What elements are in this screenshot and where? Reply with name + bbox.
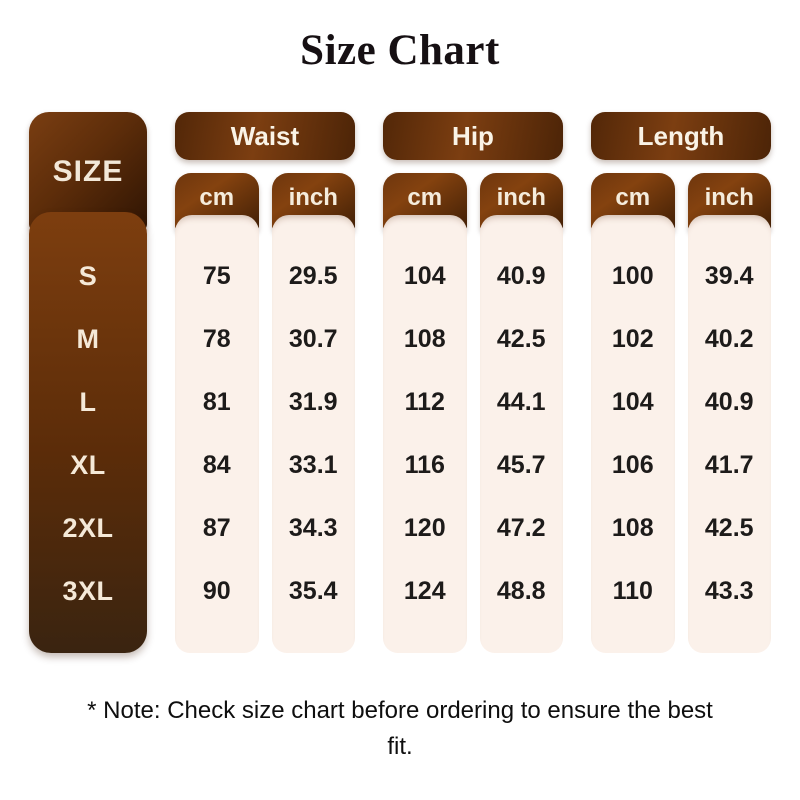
cell-value: 45.7: [496, 451, 546, 479]
column-hip-cm: cm 104 108 112 116 120 124: [383, 173, 467, 653]
data-column-length-cm: 100 102 104 106 108 110: [591, 215, 675, 653]
cell-value: 84: [202, 451, 231, 479]
cell-value: 112: [404, 388, 445, 416]
data-column-length-inch: 39.4 40.2 40.9 41.7 42.5 43.3: [687, 215, 771, 653]
cell-value: 102: [611, 325, 654, 353]
cell-value: 43.3: [704, 577, 754, 605]
cell-value: 40.9: [496, 262, 546, 290]
group-header-hip: Hip: [383, 112, 563, 160]
group-length-columns: cm 100 102 104 106 108 110 inch 39.4 40.2 40.9 4…: [591, 173, 771, 653]
cell-value: 75: [202, 262, 231, 290]
size-label: 3XL: [62, 576, 114, 606]
group-header-length: Length: [591, 112, 771, 160]
cell-value: 110: [612, 577, 653, 605]
cell-value: 116: [404, 451, 445, 479]
cell-value: 41.7: [704, 451, 754, 479]
cell-value: 39.4: [704, 262, 754, 290]
cell-value: 29.5: [288, 262, 338, 290]
column-length-inch: inch 39.4 40.2 40.9 41.7 42.5 43.3: [687, 173, 771, 653]
page-title: Size Chart: [300, 27, 500, 74]
size-label: XL: [70, 450, 106, 480]
cell-value: 40.2: [704, 325, 754, 353]
cell-value: 90: [202, 577, 231, 605]
cell-value: 33.1: [288, 451, 338, 479]
note-text: * Note: Check size chart before ordering…: [87, 697, 713, 760]
group-waist: Waist cm 75 78 81 84 87 90 inch 29.5 30.7 31.9 3…: [175, 112, 355, 653]
size-chart-table: SIZE S M L XL 2XL 3XL Waist cm 75 78 81 84 87 90 i…: [29, 112, 771, 653]
cell-value: 104: [403, 262, 446, 290]
group-hip-columns: cm 104 108 112 116 120 124 inch 40.9 42.5 44.1 4…: [383, 173, 563, 653]
cell-value: 44.1: [496, 388, 546, 416]
cell-value: 31.9: [288, 388, 338, 416]
cell-value: 78: [202, 325, 231, 353]
cell-value: 40.9: [704, 388, 754, 416]
data-column-waist-inch: 29.5 30.7 31.9 33.1 34.3 35.4: [271, 215, 355, 653]
cell-value: 42.5: [496, 325, 546, 353]
cell-value: 120: [403, 514, 446, 542]
cell-value: 47.2: [496, 514, 546, 542]
cell-value: 106: [611, 451, 654, 479]
size-label: M: [76, 324, 100, 354]
cell-value: 34.3: [288, 514, 338, 542]
column-waist-inch: inch 29.5 30.7 31.9 33.1 34.3 35.4: [271, 173, 355, 653]
column-length-cm: cm 100 102 104 106 108 110: [591, 173, 675, 653]
cell-value: 48.8: [496, 577, 546, 605]
data-column-waist-cm: 75 78 81 84 87 90: [175, 215, 259, 653]
cell-value: 108: [403, 325, 446, 353]
data-column-hip-inch: 40.9 42.5 44.1 45.7 47.2 48.8: [479, 215, 563, 653]
cell-value: 108: [611, 514, 654, 542]
cell-value: 81: [202, 388, 231, 416]
cell-value: 87: [202, 514, 231, 542]
column-hip-inch: inch 40.9 42.5 44.1 45.7 47.2 48.8: [479, 173, 563, 653]
size-label: 2XL: [62, 513, 114, 543]
size-label-list: S M L XL 2XL 3XL: [29, 212, 147, 653]
cell-value: 100: [611, 262, 654, 290]
size-label: L: [79, 387, 97, 417]
group-waist-columns: cm 75 78 81 84 87 90 inch 29.5 30.7 31.9 33.1 34.…: [175, 173, 355, 653]
size-label: S: [78, 261, 98, 291]
group-hip: Hip cm 104 108 112 116 120 124 inch 40.9 42.5 4…: [383, 112, 563, 653]
cell-value: 35.4: [288, 577, 338, 605]
group-length: Length cm 100 102 104 106 108 110 inch 39.4 40…: [591, 112, 771, 653]
size-chart-page: Size Chart SIZE S M L XL 2XL 3XL Waist cm 75 7…: [0, 26, 800, 800]
cell-value: 104: [611, 388, 654, 416]
cell-value: 30.7: [288, 325, 338, 353]
column-waist-cm: cm 75 78 81 84 87 90: [175, 173, 259, 653]
cell-value: 124: [403, 577, 446, 605]
data-column-hip-cm: 104 108 112 116 120 124: [383, 215, 467, 653]
size-column: SIZE S M L XL 2XL 3XL: [29, 112, 147, 653]
group-header-waist: Waist: [175, 112, 355, 160]
cell-value: 42.5: [704, 514, 754, 542]
